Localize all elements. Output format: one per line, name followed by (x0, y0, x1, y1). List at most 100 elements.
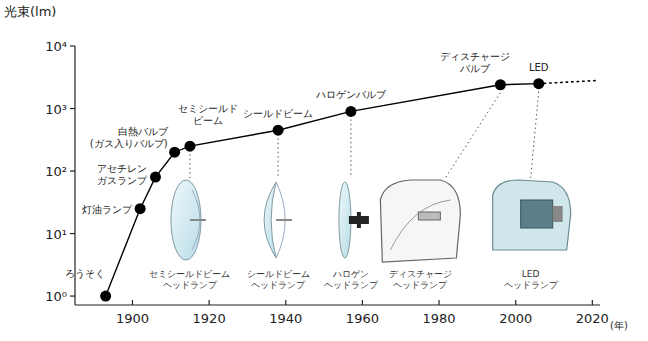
point-label: アセチレンガスランプ (97, 163, 148, 186)
y-tick (70, 45, 75, 46)
x-tick (209, 300, 210, 305)
point-label: ろうそく (65, 268, 105, 279)
plot-area (100, 78, 596, 301)
x-axis-title: (年) (610, 320, 628, 331)
lamp-lens (264, 182, 276, 258)
lamp-caption: シールドビームヘッドランプ (247, 269, 310, 290)
x-tick-label: 1900 (116, 311, 149, 326)
point-label: 灯油ランプ (82, 204, 133, 215)
lamp-caption-line: ディスチャージ (389, 269, 452, 279)
point-marker (273, 125, 284, 136)
leader-line (531, 92, 539, 178)
point-label-line: (ガス入りバルブ) (90, 138, 168, 149)
lamp-caption-line: ヘッドランプ (163, 280, 218, 290)
point-label-line: シールドビーム (243, 108, 313, 119)
point-label-line: ガスランプ (97, 175, 148, 186)
point-label-line: 白熱バルブ (118, 126, 169, 137)
y-tick-label: 10⁴ (45, 39, 67, 54)
point-label-line: ハロゲンバルブ (315, 89, 387, 100)
lamp-caption-line: ハロゲン (332, 269, 369, 279)
lamp-socket (357, 212, 361, 228)
y-tick (70, 108, 75, 109)
x-tick (515, 300, 516, 305)
x-tick (132, 300, 133, 305)
point-labels: ろうそく 灯油ランプ アセチレンガスランプ 白熱バルブ(ガス入りバルブ) セミシールドビ… (65, 51, 549, 279)
lamp-housing (380, 180, 460, 262)
lamp-caption-line: ヘッドランプ (324, 280, 379, 290)
lamp-caption-line: ヘッドランプ (393, 280, 448, 290)
lamp-caption: LEDヘッドランプ (504, 269, 559, 290)
lamp-caption: ディスチャージヘッドランプ (389, 269, 452, 290)
lamp-illustration (380, 180, 460, 262)
lamp-module (521, 200, 553, 228)
y-tick-label: 10³ (45, 102, 67, 117)
leader-line (278, 138, 279, 178)
lamp-illustration (493, 180, 571, 250)
point-label-line: セミシールド (178, 103, 238, 114)
point-marker (345, 106, 356, 117)
x-axis (75, 304, 600, 305)
x-tick (438, 300, 439, 305)
lamp-illustration (171, 180, 206, 260)
lamp-caption-line: セミシールドビーム (149, 269, 230, 279)
series-line (539, 81, 596, 84)
lamp-caption: ハロゲンヘッドランプ (324, 269, 379, 290)
lamp-illustration (264, 182, 292, 258)
y-tick-label: 10¹ (45, 227, 67, 242)
lamp-caption-line: ヘッドランプ (504, 280, 559, 290)
lamp-bulb (190, 219, 206, 221)
x-tick-label: 1980 (423, 311, 456, 326)
x-tick-label: 1960 (346, 311, 379, 326)
series-line (106, 84, 539, 296)
point-marker (135, 203, 146, 214)
y-tick (70, 170, 75, 171)
leader-line (350, 119, 351, 178)
point-label-line: ディスチャージ (440, 51, 510, 62)
lamp-illustration (339, 182, 369, 258)
y-tick-label: 10² (45, 164, 67, 179)
point-label: ディスチャージバルブ (440, 51, 510, 74)
illustrations: セミシールドビームヘッドランプシールドビームヘッドランプハロゲンヘッドランプディ… (149, 92, 570, 290)
point-marker (495, 79, 506, 90)
axes: 10⁰ 10¹ 10² 10³ 10⁴ 1900 1920 1940 1960 1980 2000 2… (45, 39, 609, 326)
point-marker (184, 141, 195, 152)
y-tick-label: 10⁰ (45, 289, 67, 304)
point-label: LED (529, 62, 549, 73)
y-tick (70, 295, 75, 296)
point-label-line: ろうそく (65, 268, 105, 279)
y-tick (70, 233, 75, 234)
point-label: シールドビーム (243, 108, 313, 119)
point-label-line: バルブ (459, 63, 491, 74)
leader-line (445, 93, 500, 178)
x-tick-label: 1940 (269, 311, 302, 326)
point-marker (169, 147, 180, 158)
x-tick-label: 2020 (576, 311, 609, 326)
leader-line (189, 154, 190, 178)
x-tick (285, 300, 286, 305)
y-axis-title: 光束(lm) (4, 4, 56, 19)
point-marker (100, 291, 111, 302)
lamp-heatsink (553, 206, 563, 222)
lamp-bulb (276, 219, 292, 221)
lamp-bulb (418, 212, 440, 220)
x-tick-label: 1920 (193, 311, 226, 326)
point-label: セミシールドビーム (178, 103, 238, 126)
lamp-reflector (390, 200, 450, 250)
point-label-line: アセチレン (97, 163, 147, 174)
lamp-caption-line: ヘッドランプ (251, 280, 306, 290)
x-tick (592, 300, 593, 305)
y-axis (74, 46, 75, 305)
x-tick (362, 300, 363, 305)
point-marker (150, 172, 161, 183)
lamp-caption: セミシールドビームヘッドランプ (149, 269, 230, 290)
point-label-line: 灯油ランプ (82, 204, 133, 215)
point-label: ハロゲンバルブ (315, 89, 387, 100)
lamp-caption-line: LED (522, 269, 540, 279)
point-label-line: ビーム (193, 115, 223, 126)
x-tick-label: 2000 (499, 311, 532, 326)
chart: 10⁰ 10¹ 10² 10³ 10⁴ 1900 1920 1940 1960 1980 2000 2… (0, 0, 648, 341)
lamp-caption-line: シールドビーム (247, 269, 310, 279)
lamp-housing (493, 180, 571, 250)
point-label: 白熱バルブ(ガス入りバルブ) (90, 126, 169, 149)
point-label-line: LED (529, 62, 549, 73)
